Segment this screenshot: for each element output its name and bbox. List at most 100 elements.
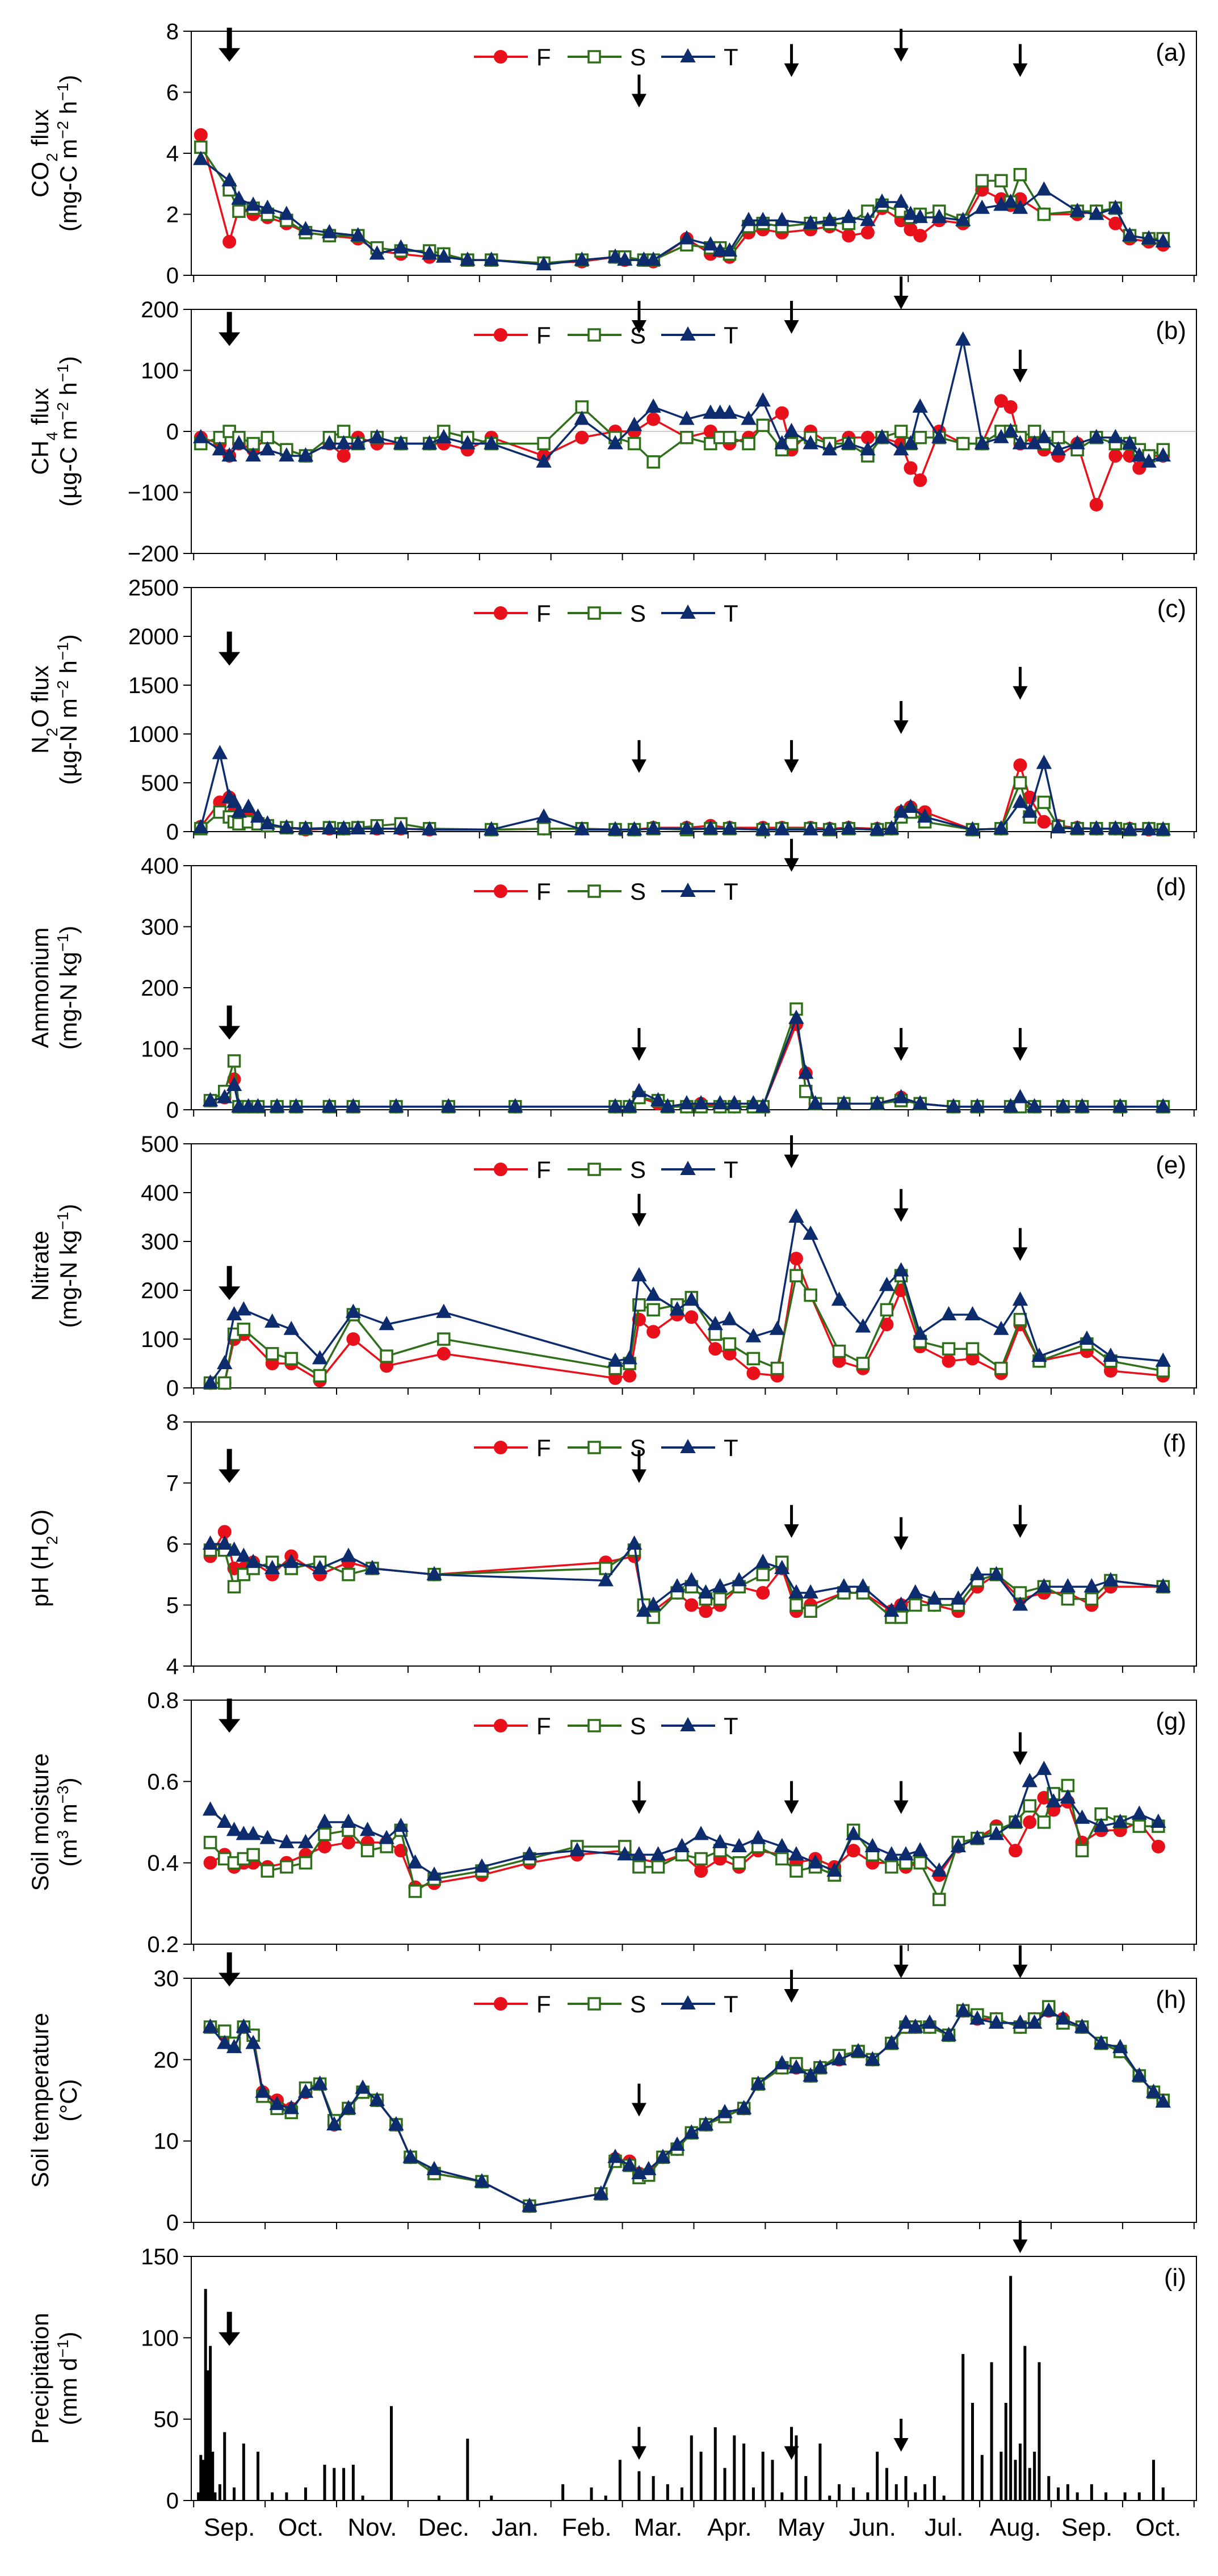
month-label: Oct.	[278, 2514, 324, 2541]
legend-marker-F	[494, 328, 507, 342]
data-point-T	[731, 1572, 747, 1587]
data-point-T	[1155, 447, 1171, 462]
data-point-T	[607, 1352, 623, 1367]
data-point-T	[645, 251, 661, 266]
y-axis-label: pH (H2O)	[27, 1509, 61, 1607]
y-tick-label: 300	[141, 915, 179, 940]
data-point-T	[297, 820, 314, 834]
y-tick-label: 300	[141, 1230, 179, 1255]
data-point-F	[1013, 758, 1027, 773]
data-point-T	[679, 230, 695, 245]
data-point-T	[707, 1316, 723, 1331]
data-point-T	[1012, 794, 1028, 808]
data-point-S	[965, 1342, 980, 1356]
data-point-S	[975, 174, 989, 188]
precip-bar	[690, 2435, 693, 2501]
data-point-T	[969, 2010, 985, 2025]
data-point-F	[699, 1604, 713, 1618]
data-point-T	[750, 2075, 766, 2090]
precip-bar	[1023, 2346, 1027, 2501]
data-point-T	[803, 435, 818, 450]
data-point-T	[755, 1554, 771, 1568]
data-point-T	[426, 1566, 442, 1580]
data-point-T	[841, 820, 856, 834]
data-point-T	[879, 1277, 895, 1291]
data-point-F	[756, 1586, 770, 1600]
precip-bar	[1123, 2492, 1127, 2501]
data-point-F	[684, 1598, 699, 1612]
data-point-T	[674, 1837, 690, 1852]
data-point-T	[893, 193, 909, 208]
application-arrow	[1013, 2220, 1028, 2254]
precip-bar	[271, 2492, 274, 2501]
precip-bar	[751, 2487, 755, 2501]
data-point-F	[222, 234, 237, 249]
data-point-T	[693, 1826, 709, 1840]
data-point-T	[202, 1092, 219, 1106]
data-point-T	[407, 1854, 423, 1869]
data-point-T	[1089, 820, 1104, 834]
precip-bar	[742, 2443, 746, 2501]
plot-frame	[191, 31, 1197, 276]
data-point-T	[841, 435, 856, 450]
data-point-T	[726, 1095, 742, 1110]
data-point-T	[826, 1862, 842, 1877]
application-arrow	[784, 44, 799, 77]
series-line-T	[210, 1014, 1164, 1108]
data-point-T	[231, 1098, 247, 1113]
legend-label-F: F	[536, 44, 551, 70]
data-point-T	[1036, 181, 1052, 196]
precip-bar	[1038, 2362, 1041, 2501]
data-point-T	[1141, 821, 1157, 836]
application-arrow	[219, 1005, 241, 1040]
data-point-T	[436, 429, 452, 443]
data-point-S	[537, 437, 551, 451]
data-point-T	[831, 2051, 847, 2066]
data-point-T	[1131, 2067, 1147, 2082]
y-tick-label: 6	[166, 1532, 179, 1557]
application-arrow	[784, 301, 799, 334]
data-point-F	[994, 394, 1008, 408]
data-point-T	[426, 1866, 442, 1881]
data-point-T	[812, 2059, 828, 2074]
data-point-T	[297, 447, 314, 462]
data-point-S	[232, 204, 246, 218]
precip-bar	[1047, 2476, 1051, 2501]
x-axis-months: Sep. Oct. Nov. Dec. Jan. Feb. Mar. Apr. May Jun. J…	[204, 2514, 1181, 2541]
precip-bar	[1090, 2484, 1093, 2501]
data-point-T	[1074, 1809, 1090, 1824]
data-point-T	[683, 1291, 699, 1306]
application-arrow	[631, 740, 646, 773]
data-point-T	[250, 808, 266, 823]
data-point-F	[1108, 216, 1123, 230]
month-label: Sep.	[204, 2514, 255, 2541]
data-point-T	[426, 2160, 442, 2175]
legend-label-F: F	[536, 1156, 551, 1183]
precip-bar	[652, 2476, 655, 2501]
precip-bar	[699, 2452, 703, 2501]
data-point-T	[212, 441, 228, 456]
data-point-T	[245, 196, 261, 211]
y-axis-label: Ammonium(mg-N kg−1)	[27, 926, 82, 1050]
y-tick-label: 200	[141, 297, 179, 322]
legend-label-S: S	[630, 600, 646, 627]
data-point-T	[569, 1842, 585, 1857]
legend-marker-S	[587, 606, 601, 620]
data-point-S	[804, 1604, 817, 1618]
data-point-S	[789, 1269, 803, 1282]
data-point-F	[860, 225, 875, 240]
data-point-T	[712, 1095, 728, 1110]
data-point-T	[421, 821, 438, 836]
data-point-F	[846, 1844, 860, 1858]
precip-bar	[1066, 2484, 1069, 2501]
y-tick-label: 30	[154, 1966, 179, 1991]
application-arrow	[219, 631, 241, 666]
data-point-T	[1012, 2014, 1028, 2029]
data-point-T	[803, 1226, 818, 1240]
precip-bar	[1152, 2460, 1155, 2501]
data-point-T	[1112, 2038, 1128, 2053]
data-point-T	[669, 1578, 685, 1593]
data-point-T	[783, 422, 800, 437]
